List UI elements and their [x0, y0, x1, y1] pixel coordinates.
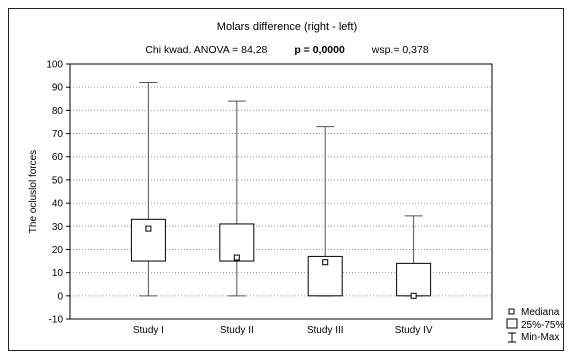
box-iqr — [130, 218, 166, 262]
y-tick-label: 90 — [52, 83, 64, 94]
category-label: Study III — [307, 325, 344, 336]
legend-median-symbol — [508, 308, 515, 315]
y-tick-label: 70 — [52, 129, 64, 140]
legend-label-minmax: Min-Max — [521, 332, 559, 343]
plot-area — [69, 63, 493, 320]
median-marker — [145, 225, 152, 232]
legend-label-iqr: 25%-75% — [521, 320, 564, 331]
y-tick-label: 80 — [52, 106, 64, 117]
y-tick-label: -10 — [49, 315, 64, 326]
chart-title: Molars difference (right - left) — [216, 21, 358, 33]
y-tick-label: 60 — [52, 152, 64, 163]
median-marker — [410, 292, 417, 299]
chart-subtitle: Chi kwad. ANOVA = 84,28 p = 0,0000 wsp.=… — [0, 44, 574, 56]
legend-label-median: Mediana — [521, 307, 560, 318]
subtitle-p-value: p = 0,0000 — [294, 44, 345, 56]
median-marker — [322, 259, 329, 266]
category-label: Study I — [133, 325, 164, 336]
y-tick-label: 10 — [52, 268, 64, 279]
category-label: Study II — [220, 325, 254, 336]
y-tick-label: 30 — [52, 222, 64, 233]
y-tick-label: 100 — [46, 60, 63, 71]
category-label: Study IV — [395, 325, 433, 336]
y-tick-label: 40 — [52, 199, 64, 210]
legend-box-symbol — [506, 318, 518, 329]
y-tick-label: 20 — [52, 245, 64, 256]
subtitle-coefficient: wsp.= 0,378 — [371, 44, 429, 56]
subtitle-anova: Chi kwad. ANOVA = 84,28 — [145, 44, 268, 56]
y-axis-label: The ocluslol forces — [28, 150, 39, 233]
y-tick-label: 50 — [52, 175, 64, 186]
median-marker — [233, 254, 240, 261]
y-tick-label: 0 — [57, 291, 63, 302]
box-iqr — [396, 262, 432, 297]
